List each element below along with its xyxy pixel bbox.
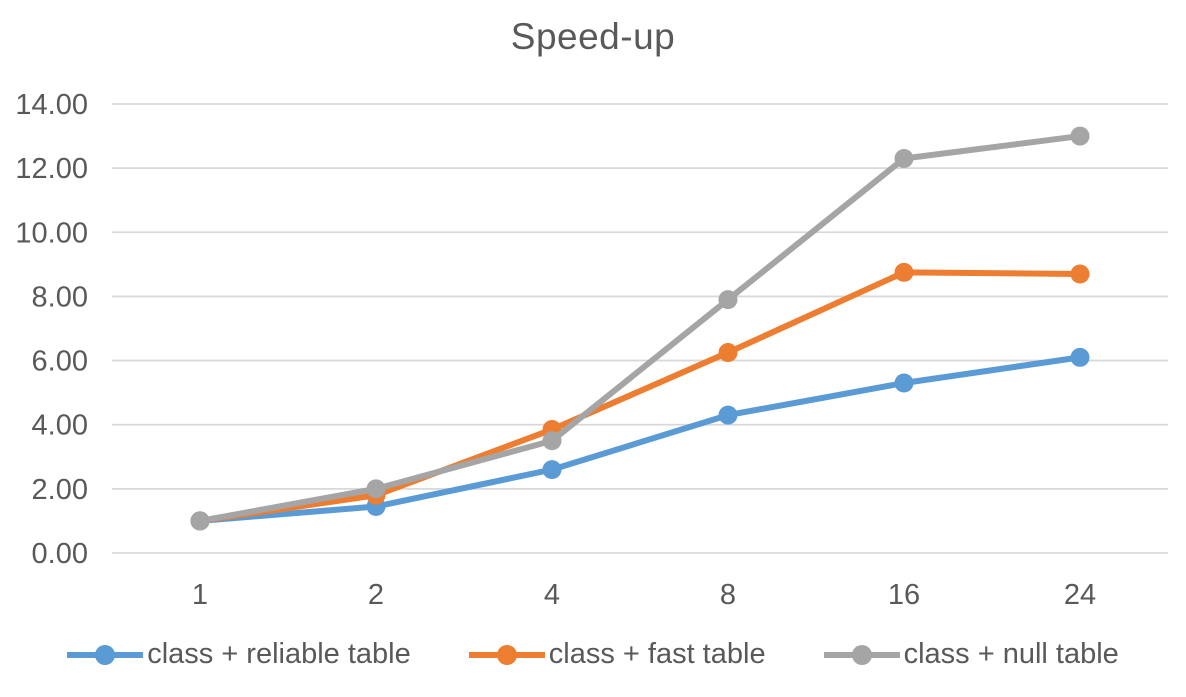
y-axis-tick-label: 4.00 [32,410,88,442]
legend-item-class-fast-table: class + fast table [468,638,766,671]
y-axis-tick-label: 12.00 [15,153,88,185]
legend-item-class-null-table: class + null table [823,638,1119,671]
y-axis-tick-label: 0.00 [32,538,88,570]
data-point-class-null-table [894,149,914,169]
data-point-class-null-table [366,479,386,499]
data-point-class-fast-table [894,262,914,282]
series-line-class-null-table [197,133,1083,524]
chart-title: Speed-up [510,16,676,57]
data-point-class-null-table [1070,126,1090,146]
legend-marker-icon [823,644,900,665]
y-axis-tick-label: 6.00 [32,346,88,378]
y-axis-tick-label: 2.00 [32,474,88,506]
legend-dot-swatch [95,644,116,665]
x-axis-tick-label: 1 [192,579,208,611]
y-axis-tick-label: 8.00 [32,281,88,313]
legend-label: class + null table [903,638,1119,670]
y-axis-tick-label: 14.00 [15,89,88,121]
legend-item-class-reliable-table: class + reliable table [67,638,411,671]
data-point-class-reliable-table [542,460,562,480]
x-axis-tick-label: 24 [1064,579,1096,611]
y-axis-tick-label: 10.00 [15,217,88,249]
data-point-class-null-table [542,431,562,451]
data-point-class-reliable-table [718,405,738,425]
series-line-class-fast-table [197,269,1083,524]
data-point-class-fast-table [1070,264,1090,284]
data-point-class-null-table [718,290,738,310]
data-point-class-reliable-table [1070,347,1090,367]
legend-dot-swatch [496,644,517,665]
legend-label: class + fast table [548,638,766,670]
x-axis-tick-label: 8 [720,579,736,611]
series-line-class-reliable-table [197,354,1083,524]
data-point-class-fast-table [718,343,738,363]
legend-marker-icon [67,644,144,665]
data-point-class-reliable-table [894,373,914,393]
x-axis-tick-label: 2 [368,579,384,611]
legend-label: class + reliable table [147,638,411,670]
x-axis-tick-label: 16 [888,579,920,611]
legend-dot-swatch [851,644,872,665]
chart-legend: class + reliable table class + fast table… [0,638,1186,671]
legend-marker-icon [468,644,545,665]
x-axis-tick-label: 4 [544,579,560,611]
data-point-class-null-table [190,511,210,531]
